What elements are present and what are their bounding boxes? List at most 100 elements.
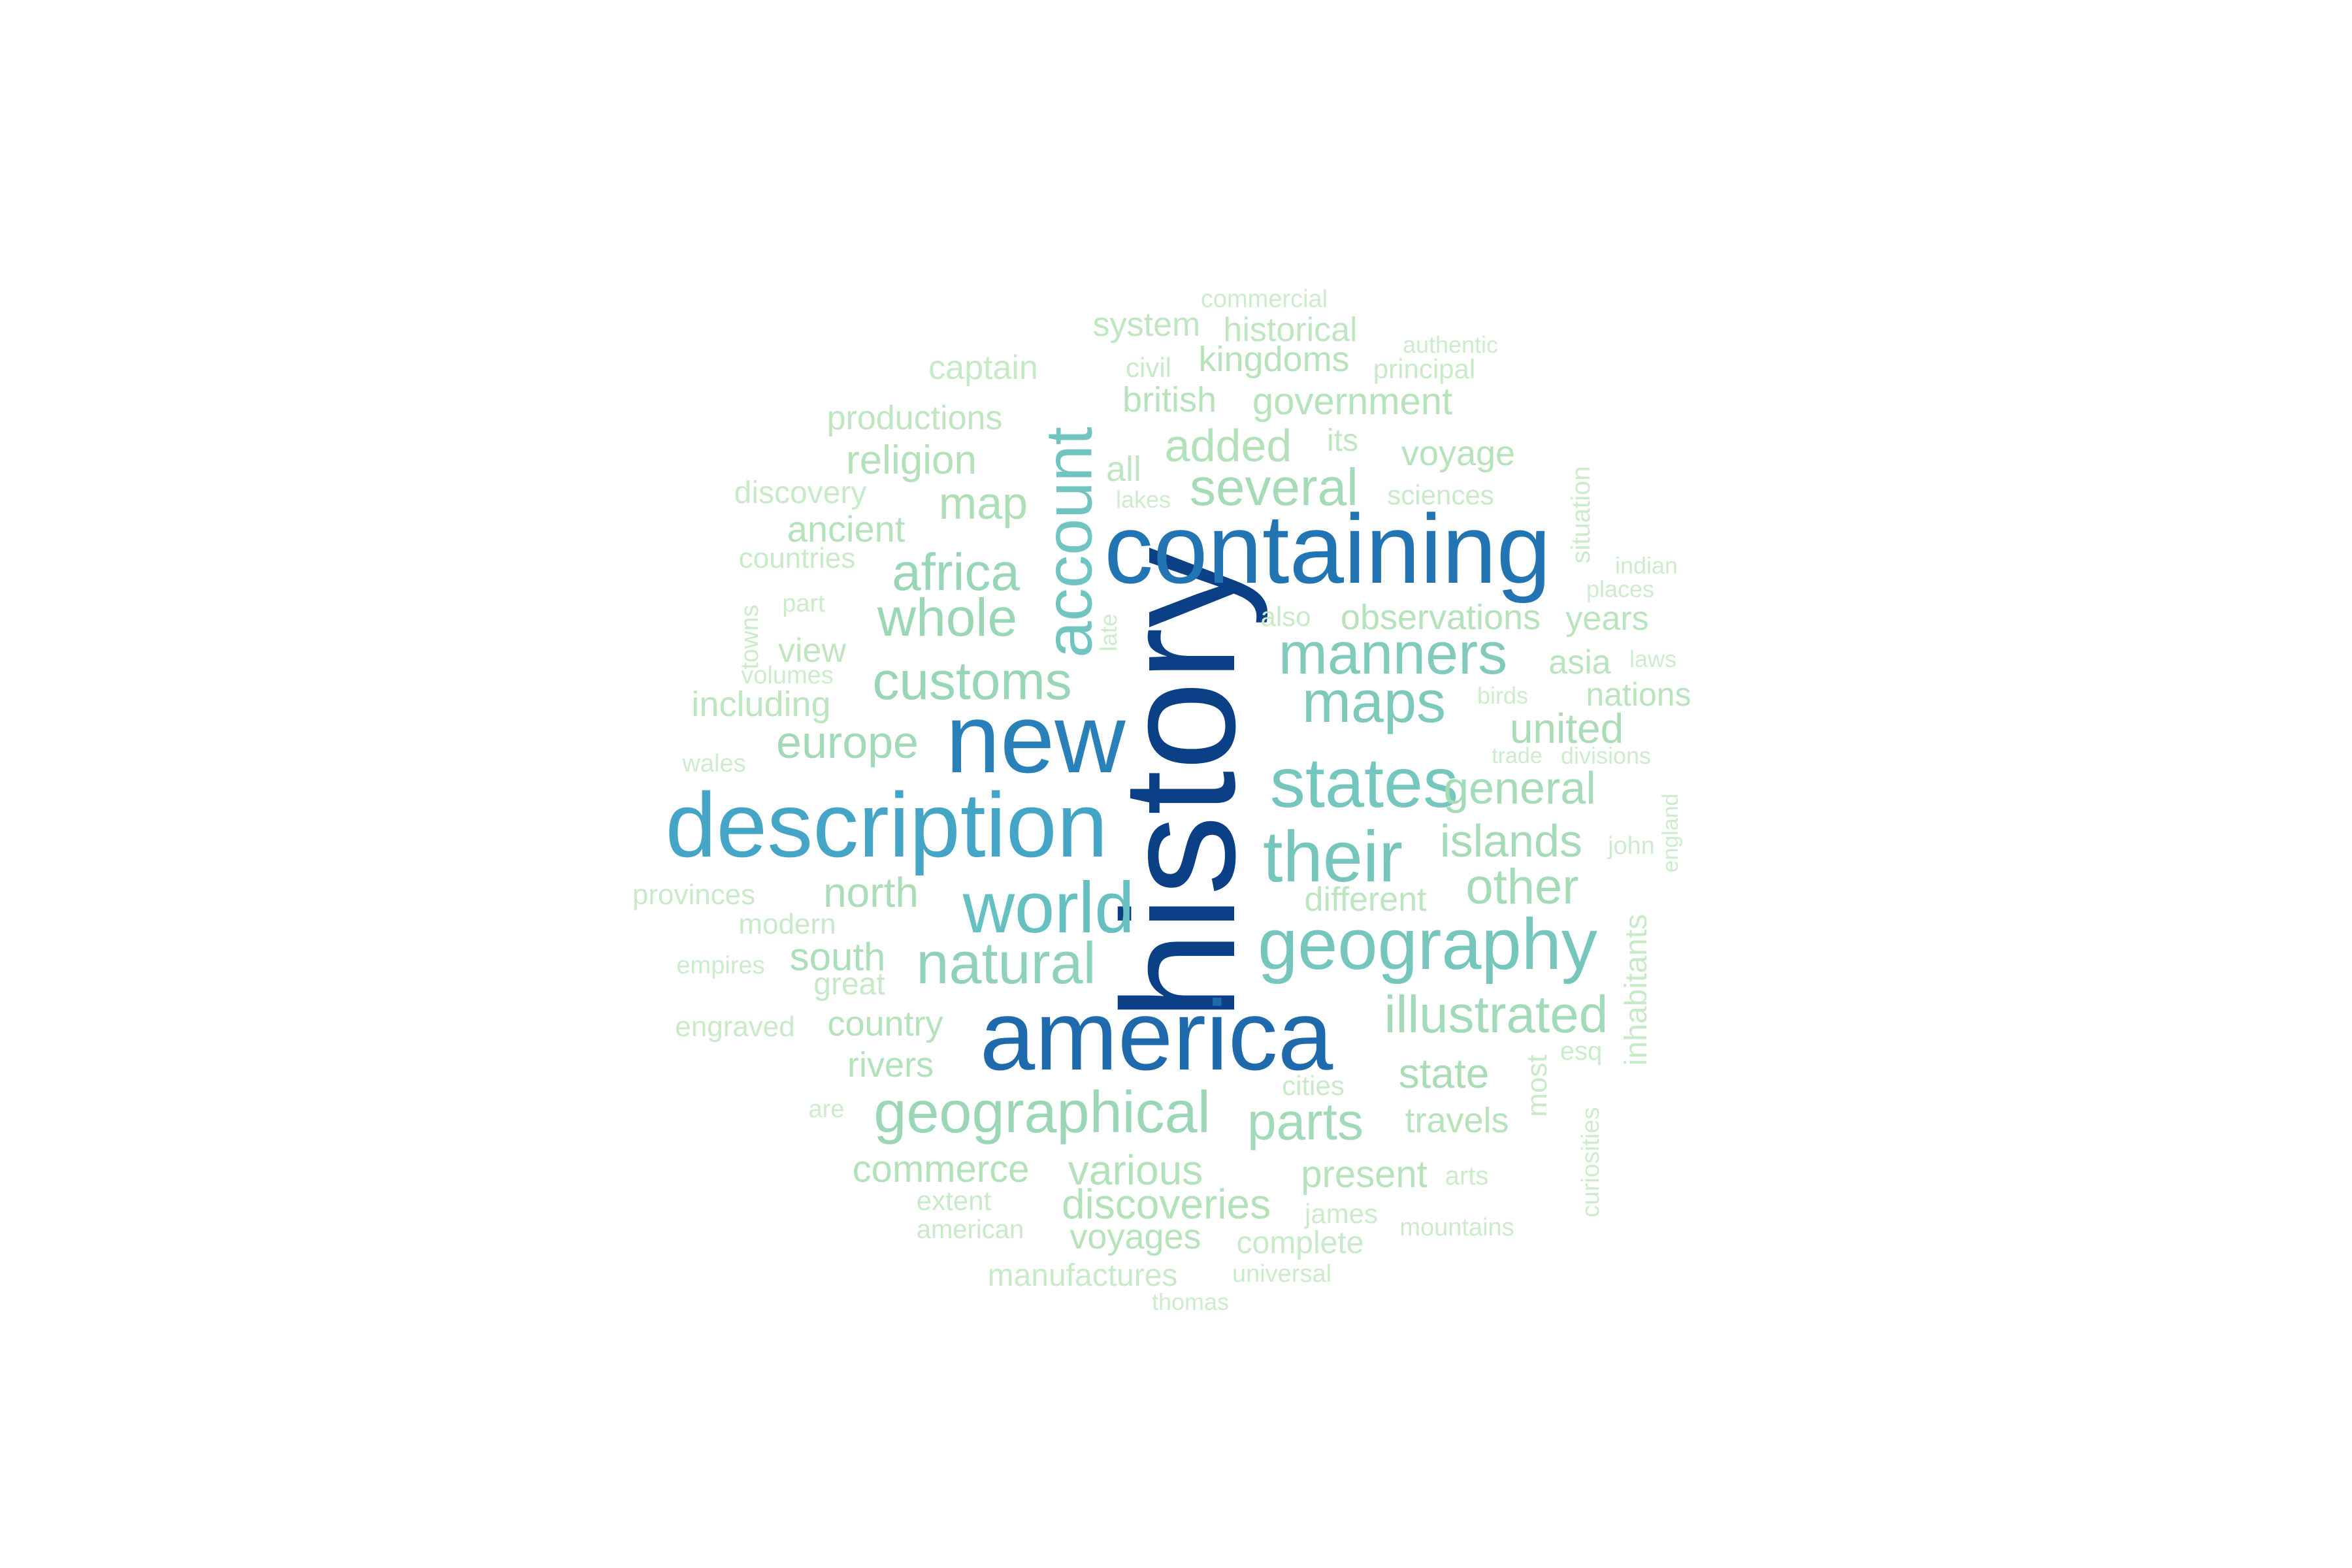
word-empires: empires [676, 952, 765, 979]
word-esq: esq [1560, 1037, 1603, 1066]
word-arts: arts [1445, 1162, 1489, 1190]
word-various: various [1068, 1147, 1203, 1194]
word-whole: whole [877, 588, 1018, 647]
word-wales: wales [682, 750, 746, 777]
word-different: different [1304, 881, 1427, 919]
word-inhabitants: inhabitants [1619, 913, 1654, 1066]
word-geography: geography [1258, 904, 1597, 985]
word-thomas: thomas [1151, 1288, 1230, 1315]
word-map: map [938, 478, 1028, 529]
word-voyages: voyages [1070, 1217, 1201, 1256]
word-american: american [916, 1215, 1024, 1244]
word-sciences: sciences [1387, 480, 1494, 510]
word-part: part [782, 590, 825, 617]
word-kingdoms: kingdoms [1198, 340, 1350, 379]
word-account: account [1032, 427, 1106, 658]
word-productions: productions [826, 399, 1003, 437]
word-world: world [962, 868, 1135, 948]
word-countries: countries [738, 542, 856, 574]
word-europe: europe [776, 717, 919, 768]
word-curiosities: curiosities [1577, 1107, 1605, 1218]
word-discoveries: discoveries [1061, 1181, 1271, 1228]
word-north: north [823, 869, 919, 916]
word-asia: asia [1548, 644, 1611, 681]
word-john: john [1608, 832, 1655, 860]
word-nations: nations [1586, 676, 1691, 713]
word-islands: islands [1440, 815, 1582, 866]
word-added: added [1164, 420, 1292, 471]
word-cities: cities [1282, 1070, 1345, 1101]
word-system: system [1092, 306, 1201, 344]
word-all: all [1105, 449, 1142, 489]
word-other: other [1465, 859, 1579, 915]
word-authentic: authentic [1402, 331, 1499, 358]
word-extent: extent [916, 1185, 992, 1216]
word-state: state [1398, 1050, 1490, 1097]
word-voyage: voyage [1401, 434, 1516, 473]
word-years: years [1565, 600, 1649, 638]
word-america: america [979, 980, 1333, 1091]
word-places: places [1586, 576, 1655, 602]
word-laws: laws [1629, 645, 1677, 672]
word-captain: captain [928, 349, 1038, 387]
word-ancient: ancient [787, 508, 906, 549]
word-government: government [1252, 380, 1453, 423]
word-observations: observations [1340, 598, 1541, 637]
word-their: their [1263, 817, 1403, 897]
word-several: several [1190, 458, 1358, 516]
word-provinces: provinces [632, 879, 756, 911]
word-birds: birds [1477, 682, 1529, 709]
word-commerce: commerce [852, 1148, 1030, 1190]
word-travels: travels [1405, 1101, 1509, 1140]
word-modern: modern [738, 908, 836, 940]
word-universal: universal [1232, 1260, 1332, 1288]
word-africa: africa [892, 543, 1020, 601]
word-discovery: discovery [734, 476, 867, 510]
word-manners: manners [1278, 621, 1508, 687]
word-country: country [827, 1004, 943, 1043]
word-principal: principal [1373, 353, 1476, 384]
word-engraved: engraved [675, 1011, 795, 1043]
word-great: great [813, 967, 885, 1002]
word-south: south [789, 935, 886, 979]
word-view: view [777, 632, 847, 670]
word-historical: historical [1223, 311, 1358, 349]
word-lakes: lakes [1115, 486, 1171, 513]
word-states: states [1269, 743, 1459, 822]
word-general: general [1443, 762, 1596, 813]
word-commercial: commercial [1200, 286, 1328, 313]
word-mountains: mountains [1399, 1214, 1514, 1241]
word-complete: complete [1236, 1226, 1364, 1260]
word-also: also [1260, 601, 1311, 632]
word-united: united [1509, 705, 1624, 752]
word-indian: indian [1614, 552, 1678, 579]
word-natural: natural [916, 931, 1096, 996]
word-british: british [1122, 380, 1217, 419]
word-rivers: rivers [847, 1045, 934, 1085]
word-illustrated: illustrated [1384, 985, 1609, 1043]
word-manufactures: manufactures [987, 1258, 1178, 1293]
word-most: most [1521, 1054, 1553, 1117]
word-late: late [1095, 613, 1122, 652]
word-trade: trade [1492, 743, 1543, 768]
word-including: including [691, 685, 831, 724]
word-divisions: divisions [1560, 742, 1652, 769]
word-containing: containing [1104, 494, 1551, 604]
word-description: description [665, 774, 1108, 876]
word-maps: maps [1301, 670, 1446, 735]
word-parts: parts [1247, 1092, 1364, 1151]
word-are: are [808, 1096, 845, 1123]
word-its: its [1327, 423, 1358, 458]
word-geographical: geographical [874, 1080, 1211, 1145]
word-volumes: volumes [741, 662, 834, 689]
word-situation: situation [1567, 466, 1595, 564]
word-new: new [945, 683, 1126, 793]
word-towns: towns [736, 604, 764, 670]
word-civil: civil [1126, 352, 1171, 383]
word-james: james [1304, 1198, 1379, 1229]
word-customs: customs [872, 651, 1072, 711]
word-england: england [1658, 793, 1683, 873]
word-religion: religion [846, 438, 977, 483]
word-present: present [1301, 1153, 1428, 1196]
